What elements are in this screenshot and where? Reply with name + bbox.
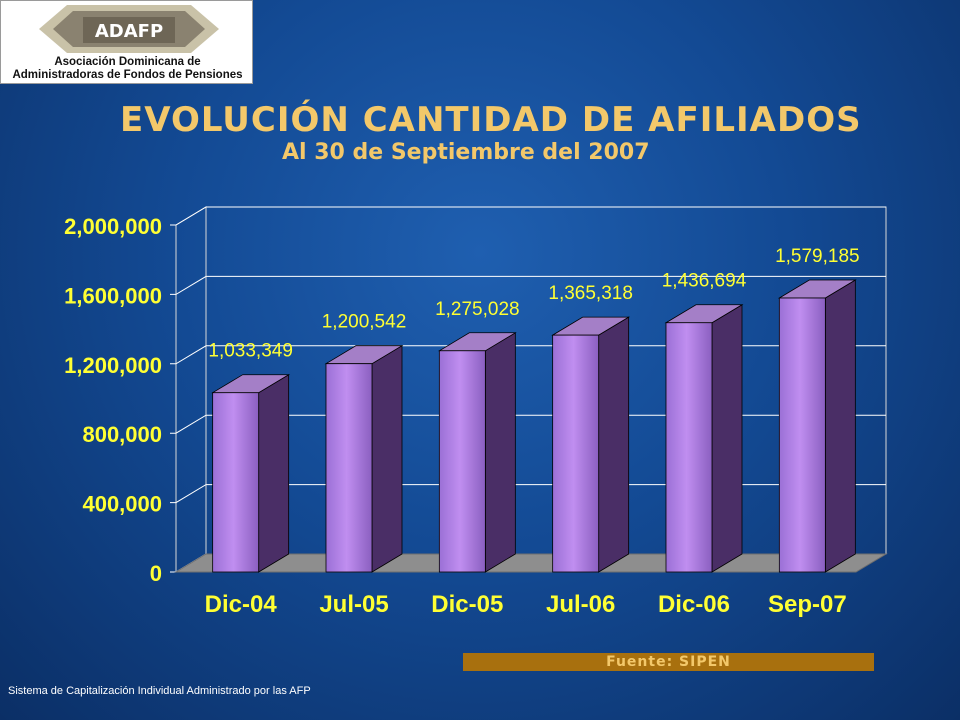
data-label: 1,200,542 [322, 312, 407, 333]
y-tick-label: 0 [150, 561, 162, 586]
bar-front [665, 322, 713, 573]
gridline [170, 414, 886, 434]
bar [777, 279, 857, 573]
footer-text: Sistema de Capitalización Individual Adm… [8, 685, 311, 697]
bar-front [438, 350, 486, 573]
bar-side [258, 374, 290, 573]
x-tick-label: Jul-06 [546, 591, 615, 618]
chart-left-wall [175, 206, 207, 573]
page-title: EVOLUCIÓN CANTIDAD DE AFILIADOS [120, 100, 862, 140]
source-banner: Fuente: SIPEN [463, 653, 874, 671]
bar-front [552, 334, 600, 573]
y-tick-label: 2,000,000 [64, 214, 162, 239]
source-text: Fuente: SIPEN [606, 654, 731, 670]
bar-side [598, 316, 630, 573]
logo-mark-text: ADAFP [95, 21, 163, 42]
bar-side [484, 332, 516, 573]
data-label: 1,275,028 [435, 299, 520, 320]
x-tick-label: Dic-04 [205, 591, 278, 618]
data-label: 1,033,349 [208, 341, 293, 362]
y-tick-label: 800,000 [82, 422, 162, 447]
x-tick-label: Jul-05 [319, 591, 388, 618]
gridline [170, 275, 886, 295]
page-subtitle: Al 30 de Septiembre del 2007 [282, 140, 650, 165]
bar [551, 316, 631, 573]
bar-side [371, 344, 403, 573]
bar-front [212, 392, 260, 573]
data-label: 1,365,318 [548, 283, 633, 304]
gridline [170, 206, 886, 226]
gridline [170, 484, 886, 504]
y-tick-label: 1,200,000 [64, 353, 162, 378]
bar-side [711, 304, 743, 573]
bar [324, 344, 404, 573]
bar-side [824, 279, 856, 573]
logo: ADAFP Asociación Dominicana de Administr… [0, 0, 253, 84]
data-label: 1,436,694 [662, 271, 747, 292]
data-label: 1,579,185 [775, 246, 860, 267]
y-tick-label: 400,000 [82, 492, 162, 517]
adafp-logo-icon: ADAFP [39, 5, 219, 53]
y-tick-label: 1,600,000 [64, 283, 162, 308]
bar-front [325, 363, 373, 573]
bar [664, 304, 744, 573]
logo-line-2: Administradoras de Fondos de Pensiones [12, 69, 243, 81]
x-tick-label: Dic-05 [431, 591, 503, 618]
bar-front [778, 297, 826, 573]
gridline [170, 345, 886, 365]
x-tick-label: Sep-07 [768, 591, 847, 618]
logo-line-1: Asociación Dominicana de [54, 56, 201, 68]
x-tick-label: Dic-06 [658, 591, 730, 618]
bar [211, 374, 291, 573]
bar [437, 332, 517, 573]
